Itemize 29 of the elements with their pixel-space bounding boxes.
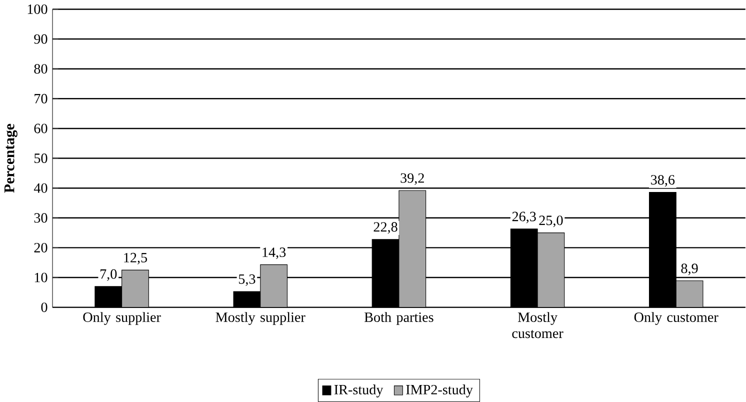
y-tick-label: 30	[34, 213, 48, 223]
x-tick-label: Only customer	[634, 312, 718, 325]
y-tick-label: 40	[34, 183, 48, 193]
x-tick-label: Mostly customer	[512, 312, 564, 338]
legend-label: IMP2-study	[406, 384, 473, 398]
data-label: 39,2	[400, 173, 424, 185]
data-label: 8,9	[681, 264, 698, 276]
y-axis-title: Percentage	[4, 124, 18, 193]
data-label: 22,8	[374, 222, 398, 234]
data-label: 38,6	[651, 175, 675, 187]
y-tick-label: 20	[34, 242, 48, 252]
data-label: 25,0	[539, 216, 563, 228]
legend-label: IR-study	[334, 384, 384, 398]
y-tick-label: 0	[41, 302, 48, 312]
data-label: 14,3	[262, 248, 286, 260]
data-label: 7,0	[100, 269, 117, 281]
y-tick-label: 80	[34, 64, 48, 74]
y-tick-label: 60	[34, 124, 48, 134]
x-tick-label: Mostly supplier	[216, 312, 306, 325]
data-label: 26,3	[512, 212, 536, 224]
x-tick-label: Only supplier	[83, 312, 161, 325]
y-tick-label: 90	[34, 34, 48, 44]
x-tick-label: Both parties	[364, 312, 434, 325]
y-tick-label: 50	[34, 154, 48, 164]
data-label: 12,5	[124, 252, 148, 264]
y-tick-label: 10	[34, 272, 48, 282]
y-tick-label: 70	[34, 94, 48, 104]
data-label: 5,3	[238, 274, 256, 286]
y-tick-label: 100	[28, 4, 48, 14]
